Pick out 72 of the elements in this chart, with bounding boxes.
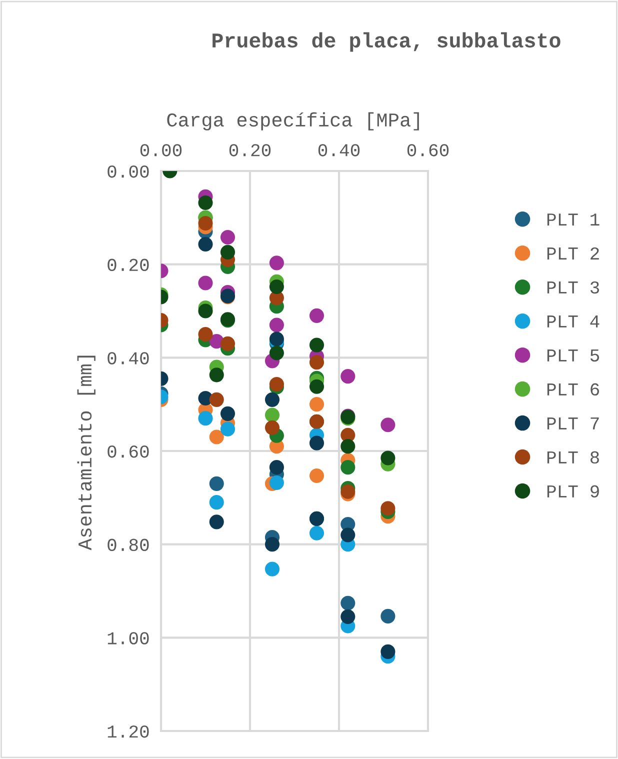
legend-label: PLT 9	[547, 485, 599, 498]
y-axis-title: Asentamiento [mm]	[77, 356, 96, 550]
x-tick-label: 0.00	[140, 144, 182, 156]
point	[309, 379, 324, 394]
point	[340, 369, 356, 384]
point	[309, 468, 324, 484]
point	[340, 596, 356, 610]
point	[264, 562, 280, 576]
point	[209, 495, 224, 510]
point	[380, 418, 396, 432]
point	[220, 406, 236, 421]
point	[209, 368, 224, 382]
point	[340, 460, 356, 475]
point	[269, 346, 284, 360]
point	[269, 376, 284, 392]
y-tick-label: 0.20	[108, 258, 149, 272]
point	[309, 338, 324, 352]
point	[209, 476, 224, 491]
y-tick-label: 0.00	[108, 165, 149, 178]
point	[220, 230, 236, 245]
point	[198, 411, 213, 426]
point	[264, 392, 280, 407]
x-axis-title: Carga específica [MPa]	[167, 112, 419, 130]
point	[264, 408, 280, 422]
x-tick-label: 0.40	[318, 144, 360, 156]
point	[269, 279, 284, 294]
point	[198, 236, 213, 252]
point	[209, 430, 224, 444]
y-tick-label: 1.00	[108, 632, 149, 644]
point	[269, 475, 284, 490]
point	[264, 537, 280, 552]
point	[269, 318, 284, 332]
point	[198, 216, 213, 231]
point	[220, 244, 236, 260]
x-tick-label: 0.60	[407, 144, 449, 156]
point	[340, 439, 356, 454]
y-tick-label: 1.20	[108, 725, 149, 738]
point	[309, 526, 324, 540]
legend-label: PLT 7	[547, 417, 599, 430]
legend-label: PLT 6	[547, 383, 599, 396]
chart-title: Pruebas de placa, subbalasto	[212, 32, 560, 52]
point	[220, 422, 236, 436]
point	[309, 308, 324, 323]
legend-label: PLT 8	[547, 451, 599, 464]
y-tick-label: 0.60	[108, 445, 149, 458]
point	[380, 644, 396, 659]
point	[209, 392, 224, 407]
legend-label: PLT 5	[547, 350, 600, 362]
point	[340, 528, 356, 542]
point	[264, 420, 280, 435]
point	[269, 460, 284, 475]
y-tick-label: 0.40	[108, 352, 149, 364]
point	[209, 514, 224, 530]
legend-label: PLT 4	[547, 316, 600, 328]
point	[309, 397, 324, 412]
point	[380, 608, 396, 624]
point	[309, 355, 324, 370]
legend-label: PLT 3	[547, 281, 600, 294]
point	[380, 501, 396, 516]
point	[198, 304, 213, 318]
point	[198, 195, 213, 210]
point	[380, 450, 396, 466]
point	[198, 327, 213, 342]
y-tick-label: 0.80	[108, 538, 149, 552]
point	[309, 436, 324, 450]
x-tick-label: 0.20	[229, 144, 271, 156]
legend-label: PLT 2	[547, 247, 599, 260]
point	[269, 256, 284, 270]
legend-label: PLT 1	[547, 214, 600, 226]
point	[198, 276, 213, 290]
point	[220, 336, 236, 351]
point	[340, 609, 356, 624]
